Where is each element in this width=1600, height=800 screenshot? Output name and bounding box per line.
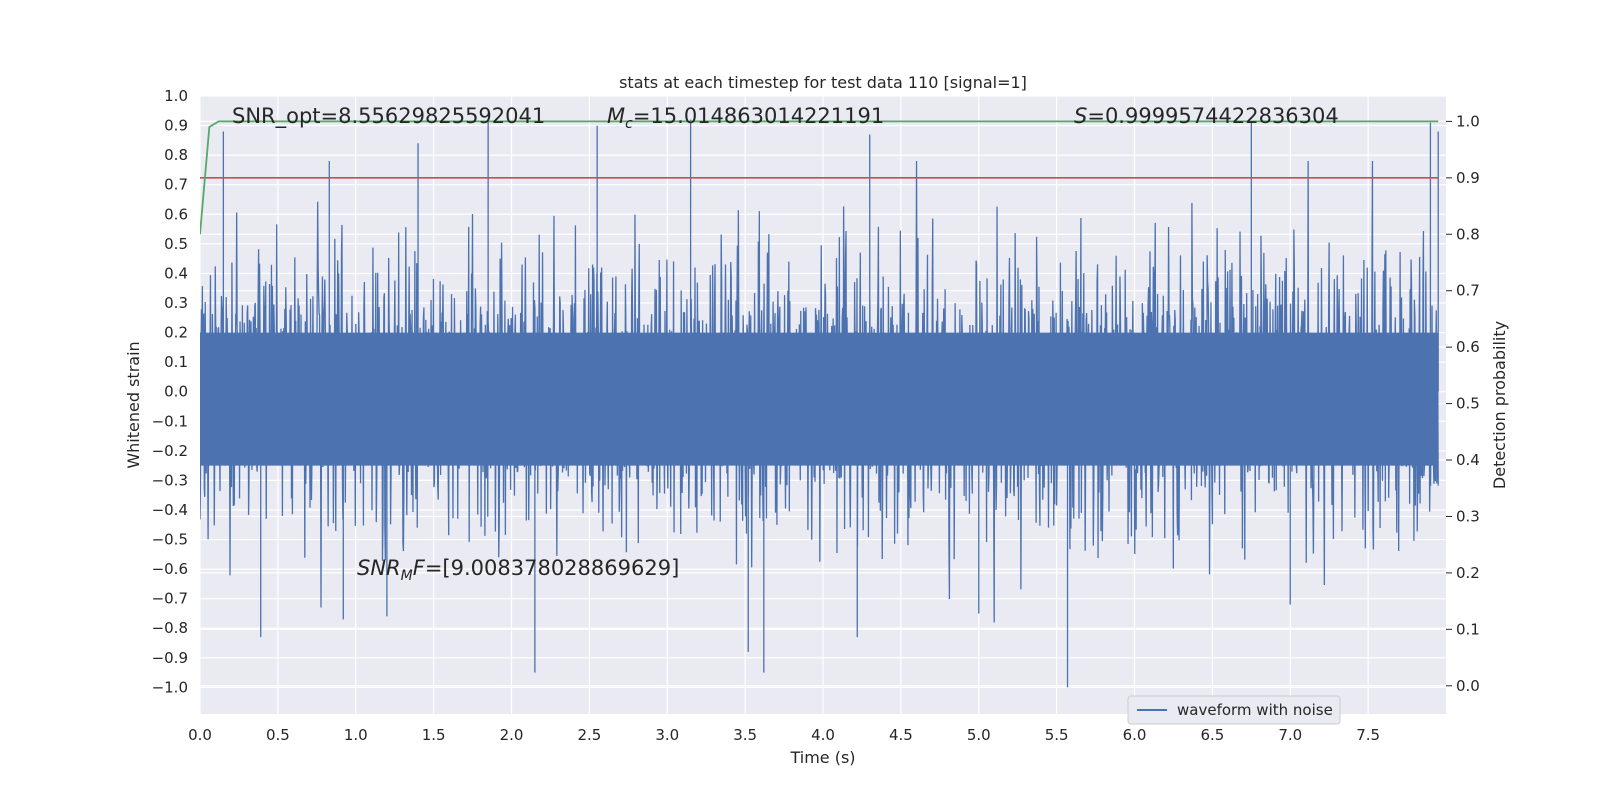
series-detection-probability (200, 120, 1439, 235)
x-tick-label-5: 2.5 (577, 726, 601, 744)
y2-tick-label-2: 0.8 (1456, 225, 1480, 243)
annotation-chirp-mass: Mc=15.014863014221191 (607, 104, 884, 132)
y-axis-label: Whitened strain (124, 341, 143, 468)
x-tick-label-8: 4.0 (811, 726, 835, 744)
x-tick-label-7: 3.5 (733, 726, 757, 744)
y-tick-label-19: −0.9 (152, 649, 188, 667)
y-tick-label-12: −0.2 (152, 442, 188, 460)
y2-tick-label-10: 0.0 (1456, 677, 1480, 695)
legend-entry: waveform with noise (1177, 701, 1333, 719)
annotation-s: S=0.9999574422836304 (1074, 104, 1339, 128)
y-tick-label-8: 0.2 (164, 324, 188, 342)
y-tick-label-1: 0.9 (164, 117, 188, 135)
x-tick-label-10: 5.0 (967, 726, 991, 744)
y2-tick-label-5: 0.5 (1456, 395, 1480, 413)
y2-tick-label-4: 0.6 (1456, 338, 1480, 356)
y-tick-label-7: 0.3 (164, 294, 188, 312)
y-tick-label-5: 0.5 (164, 235, 188, 253)
annotation-snr-mf: SNRMF=[9.008378028869629] (357, 556, 679, 584)
waveform-core-band (200, 332, 1439, 466)
y2-axis-label: Detection probability (1490, 321, 1509, 489)
y-tick-label-4: 0.6 (164, 205, 188, 223)
y-tick-label-2: 0.8 (164, 146, 188, 164)
series-layer (200, 119, 1439, 688)
x-tick-label-1: 0.5 (266, 726, 290, 744)
x-tick-label-9: 4.5 (889, 726, 913, 744)
chart-title: stats at each timestep for test data 110… (619, 73, 1027, 92)
y-tick-label-6: 0.4 (164, 264, 188, 282)
y-tick-label-20: −1.0 (152, 678, 188, 696)
y2-tick-label-1: 0.9 (1456, 169, 1480, 187)
x-tick-label-0: 0.0 (188, 726, 212, 744)
y2-tick-labels: 1.0 0.9 0.8 0.7 0.6 0.5 0.4 0.3 0.2 0.1 0.0 (1446, 112, 1480, 695)
x-tick-label-3: 1.5 (422, 726, 446, 744)
y-tick-label-15: −0.5 (152, 531, 188, 549)
x-tick-label-4: 2.0 (500, 726, 524, 744)
x-tick-label-11: 5.5 (1045, 726, 1069, 744)
y2-tick-label-7: 0.3 (1456, 507, 1480, 525)
y2-tick-label-6: 0.4 (1456, 451, 1480, 469)
series-waveform-with-noise (200, 119, 1439, 688)
y2-tick-label-3: 0.7 (1456, 282, 1480, 300)
y-tick-label-17: −0.7 (152, 590, 188, 608)
y-tick-label-3: 0.7 (164, 176, 188, 194)
annotation-snr-opt: SNR_opt=8.55629825592041 (232, 104, 545, 129)
legend: waveform with noise (1127, 695, 1341, 725)
x-tick-label-6: 3.0 (655, 726, 679, 744)
y-tick-label-11: −0.1 (152, 412, 188, 430)
y-tick-label-0: 1.0 (164, 87, 188, 105)
x-tick-label-12: 6.0 (1123, 726, 1147, 744)
y-tick-label-10: 0.0 (164, 383, 188, 401)
legend-box (1127, 695, 1341, 725)
y-tick-labels: 1.0 0.9 0.8 0.7 0.6 0.5 0.4 0.3 0.2 0.1 0.0 −0.1 −0.… (152, 87, 188, 696)
y2-tick-label-8: 0.2 (1456, 564, 1480, 582)
x-tick-label-15: 7.5 (1356, 726, 1380, 744)
x-tick-labels: 0.0 0.5 1.0 1.5 2.0 2.5 3.0 3.5 4.0 4.5 5.0 5.5 6.0 6… (188, 726, 1380, 744)
y2-tick-label-9: 0.1 (1456, 620, 1480, 638)
x-tick-label-14: 7.0 (1278, 726, 1302, 744)
y-tick-label-9: 0.1 (164, 353, 188, 371)
x-tick-label-2: 1.0 (344, 726, 368, 744)
x-tick-label-13: 6.5 (1200, 726, 1224, 744)
y-tick-label-18: −0.8 (152, 619, 188, 637)
y-tick-label-16: −0.6 (152, 560, 188, 578)
y-tick-label-14: −0.4 (152, 501, 188, 519)
x-axis-label: Time (s) (789, 748, 855, 767)
y2-tick-label-0: 1.0 (1456, 112, 1480, 130)
y-tick-label-13: −0.3 (152, 471, 188, 489)
